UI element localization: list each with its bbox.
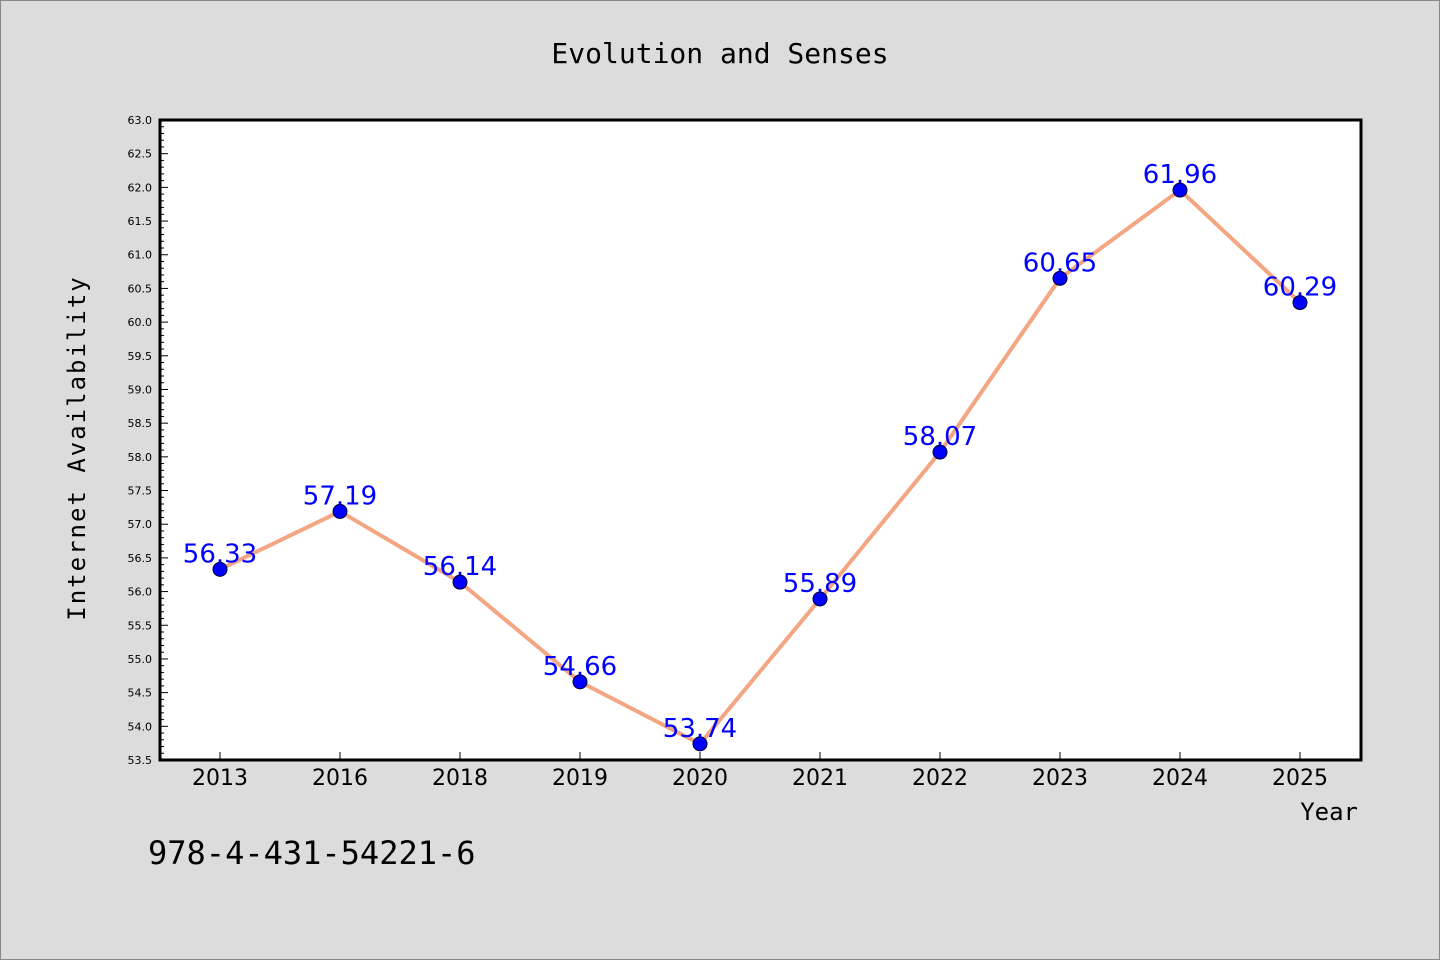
x-tick-label: 2016 <box>312 766 368 791</box>
data-value-label: 56.33 <box>183 539 257 569</box>
data-point <box>452 574 468 590</box>
data-point <box>332 503 348 519</box>
y-axis-label: Internet Availability <box>63 275 91 620</box>
y-tick-label: 60.0 <box>128 316 153 329</box>
y-axis: 53.5 54.0 54.5 55.0 55.5 56.0 56.5 57.0 57.5 58.0… <box>128 114 168 767</box>
plot-area <box>160 120 1361 760</box>
x-tick-label: 2021 <box>792 766 848 791</box>
data-point <box>1172 182 1188 198</box>
y-tick-label: 58.0 <box>128 451 153 464</box>
y-tick-label: 58.5 <box>128 417 153 430</box>
chart-title: Evolution and Senses <box>551 37 888 70</box>
x-tick-label: 2013 <box>192 766 248 791</box>
data-labels: 56.33 57.19 56.14 54.66 53.74 55.89 58.07 60.65… <box>183 160 1337 744</box>
y-tick-label: 63.0 <box>128 114 153 127</box>
plot-frame <box>158 118 1363 762</box>
y-tick-label: 55.5 <box>128 619 153 632</box>
isbn-text: 978-4-431-54221-6 <box>148 834 476 872</box>
series-line <box>219 188 1302 746</box>
data-value-label: 58.07 <box>903 422 977 452</box>
y-tick-label: 59.5 <box>128 350 153 363</box>
x-tick-label: 2025 <box>1272 766 1328 791</box>
x-axis-label: Year <box>1300 798 1358 826</box>
data-point <box>692 736 708 752</box>
data-markers <box>212 182 1308 752</box>
x-tick-label: 2024 <box>1152 766 1208 791</box>
y-tick-label: 60.5 <box>128 282 153 295</box>
data-point <box>812 591 828 607</box>
data-point <box>1052 270 1068 286</box>
data-value-label: 53.74 <box>663 714 737 744</box>
y-tick-label: 56.5 <box>128 552 153 565</box>
y-tick-label: 54.0 <box>128 720 153 733</box>
x-tick-label: 2020 <box>672 766 728 791</box>
y-tick-label: 61.5 <box>128 215 153 228</box>
data-value-label: 60.65 <box>1023 248 1097 278</box>
y-tick-label: 55.0 <box>128 653 153 666</box>
data-point <box>572 674 588 690</box>
x-tick-label: 2023 <box>1032 766 1088 791</box>
y-tick-label: 57.0 <box>128 518 153 531</box>
y-tick-label: 59.0 <box>128 383 153 396</box>
data-point <box>1292 295 1308 311</box>
data-value-label: 54.66 <box>543 652 617 682</box>
y-tick-label: 62.0 <box>128 181 153 194</box>
data-value-label: 61.96 <box>1143 160 1217 190</box>
y-tick-label: 62.5 <box>128 148 153 161</box>
data-value-label: 57.19 <box>303 481 377 511</box>
y-tick-label: 61.0 <box>128 249 153 262</box>
data-value-label: 55.89 <box>783 569 857 599</box>
x-tick-label: 2018 <box>432 766 488 791</box>
data-value-label: 60.29 <box>1263 273 1337 303</box>
x-tick-label: 2019 <box>552 766 608 791</box>
data-value-label: 56.14 <box>423 552 497 582</box>
y-tick-label: 53.5 <box>128 754 153 767</box>
x-tick-label: 2022 <box>912 766 968 791</box>
data-point <box>932 444 948 460</box>
y-tick-label: 56.0 <box>128 586 153 599</box>
data-point <box>212 561 228 577</box>
y-tick-label: 57.5 <box>128 485 153 498</box>
y-tick-label: 54.5 <box>128 687 153 700</box>
